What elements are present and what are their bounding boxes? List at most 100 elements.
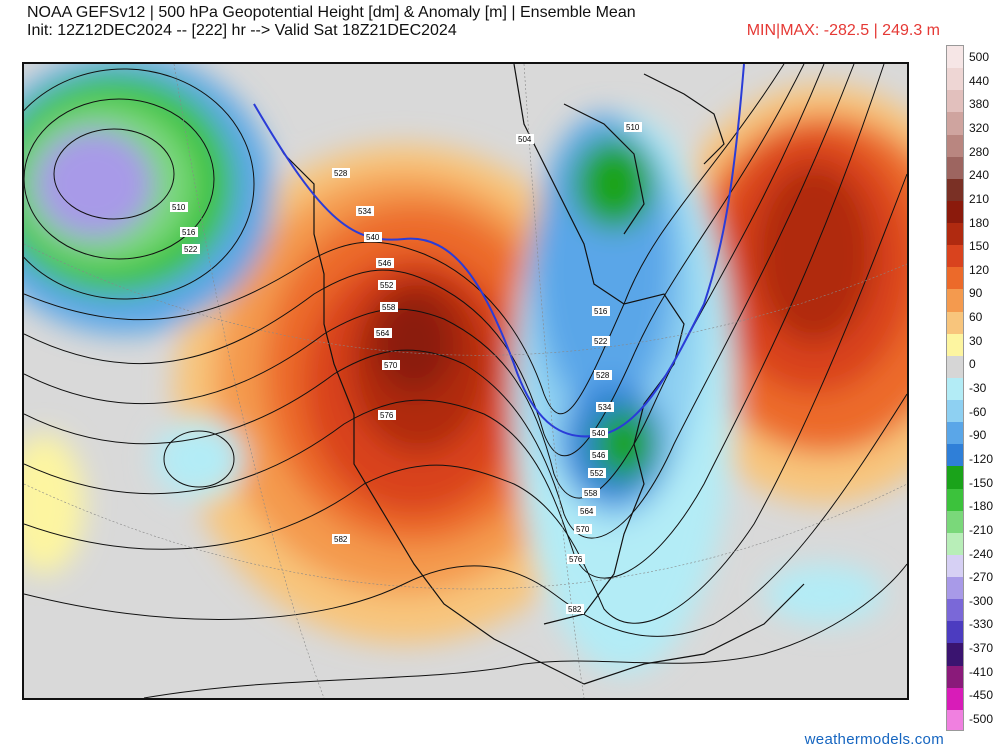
colorbar-tick-label: -500 (969, 712, 994, 726)
anomaly-shading (24, 64, 907, 674)
colorbar-segment (947, 709, 963, 730)
colorbar-tick-label: 90 (969, 286, 983, 301)
colorbar-segment (947, 178, 963, 202)
contour-label: 522 (592, 336, 610, 346)
contour-label: 516 (180, 227, 198, 237)
colorbar-segment (947, 577, 963, 600)
colorbar-segment (947, 355, 963, 379)
contour-label: 516 (592, 306, 610, 316)
chart-title: NOAA GEFSv12 | 500 hPa Geopotential Heig… (27, 4, 636, 21)
contour-label: 570 (574, 524, 592, 534)
colorbar-segment (947, 554, 963, 578)
svg-text:576: 576 (380, 411, 394, 420)
colorbar-segment (947, 90, 963, 113)
svg-text:558: 558 (584, 489, 598, 498)
colorbar-tick-label: 0 (969, 357, 976, 372)
colorbar-tick-label: -210 (969, 522, 994, 537)
svg-text:570: 570 (576, 525, 590, 534)
colorbar-tick-label: 440 (969, 73, 990, 88)
colorbar-tick-label: -60 (969, 404, 987, 419)
svg-text:528: 528 (334, 169, 348, 178)
colorbar-segment (947, 267, 963, 290)
svg-text:510: 510 (626, 123, 640, 132)
contour-label: 576 (378, 410, 396, 420)
colorbar-segment (947, 488, 963, 512)
contour-label: 504 (516, 134, 534, 144)
svg-text:576: 576 (569, 555, 583, 564)
svg-text:540: 540 (366, 233, 380, 242)
colorbar-segment (947, 134, 963, 158)
svg-text:558: 558 (382, 303, 396, 312)
svg-text:570: 570 (384, 361, 398, 370)
map-svg: 510 516 522 528 534 540 546 552 558 564 … (24, 64, 907, 698)
colorbar-segment (947, 223, 963, 246)
colorbar-tick-label: -270 (969, 570, 994, 585)
colorbar-segment (947, 444, 963, 467)
contour-label: 534 (596, 402, 614, 412)
svg-text:582: 582 (334, 535, 348, 544)
svg-text:516: 516 (182, 228, 196, 237)
colorbar-tick-label: -410 (969, 664, 994, 679)
credit-text: weathermodels.com (804, 731, 944, 748)
svg-text:582: 582 (568, 605, 582, 614)
svg-text:534: 534 (358, 207, 372, 216)
colorbar-segment (947, 599, 963, 622)
colorbar-tick-label: 320 (969, 120, 990, 135)
contour-label: 546 (590, 450, 608, 460)
contour-label: 528 (332, 168, 350, 178)
svg-text:552: 552 (590, 469, 604, 478)
contour-label: 552 (378, 280, 396, 290)
colorbar-tick-label: -300 (969, 593, 994, 608)
contour-label: 510 (170, 202, 188, 212)
colorbar-tick-label: -240 (969, 546, 994, 561)
contour-label: 570 (382, 360, 400, 370)
colorbar-tick-label: 120 (969, 262, 990, 277)
contour-label: 558 (380, 302, 398, 312)
colorbar-segment (947, 422, 963, 445)
svg-text:564: 564 (376, 329, 390, 338)
contour-label: 552 (588, 468, 606, 478)
colorbar-segment (947, 665, 963, 689)
contour-label: 510 (624, 122, 642, 132)
svg-text:522: 522 (594, 337, 608, 346)
colorbar-segment (947, 333, 963, 357)
map-panel: 510 516 522 528 534 540 546 552 558 564 … (22, 62, 909, 700)
colorbar-segment (947, 466, 963, 490)
colorbar-segment (947, 377, 963, 401)
contour-label: 528 (594, 370, 612, 380)
colorbar-tick-label: 210 (969, 191, 990, 206)
svg-text:510: 510 (172, 203, 186, 212)
colorbar-segment (947, 112, 963, 135)
colorbar-segment (947, 532, 963, 556)
svg-text:540: 540 (592, 429, 606, 438)
contour-label: 534 (356, 206, 374, 216)
colorbar-segment (947, 68, 963, 91)
colorbar-tick-label: -370 (969, 641, 994, 656)
colorbar-segment (947, 621, 963, 644)
colorbar-tick-label: 150 (969, 239, 990, 254)
contour-label: 540 (590, 428, 608, 438)
colorbar-tick-label: 60 (969, 310, 983, 325)
contour-label: 564 (374, 328, 392, 338)
svg-text:564: 564 (580, 507, 594, 516)
colorbar-segment (947, 311, 963, 335)
svg-text:534: 534 (598, 403, 612, 412)
svg-text:546: 546 (378, 259, 392, 268)
colorbar-segment (947, 643, 963, 667)
colorbar-tick-label: 280 (969, 144, 990, 159)
graticule (24, 64, 907, 698)
svg-text:504: 504 (518, 135, 532, 144)
colorbar-tick-label: 500 (969, 50, 990, 64)
coastlines (253, 64, 805, 685)
contour-label: 564 (578, 506, 596, 516)
svg-text:546: 546 (592, 451, 606, 460)
colorbar-segment (947, 687, 963, 711)
svg-text:552: 552 (380, 281, 394, 290)
colorbar-tick-label: -450 (969, 688, 994, 703)
anomaly-colorbar (946, 45, 964, 731)
colorbar-segment (947, 400, 963, 423)
colorbar-tick-label: -330 (969, 617, 994, 632)
colorbar-segment (947, 289, 963, 313)
contour-label: 576 (567, 554, 585, 564)
colorbar-tick-label: 180 (969, 215, 990, 230)
